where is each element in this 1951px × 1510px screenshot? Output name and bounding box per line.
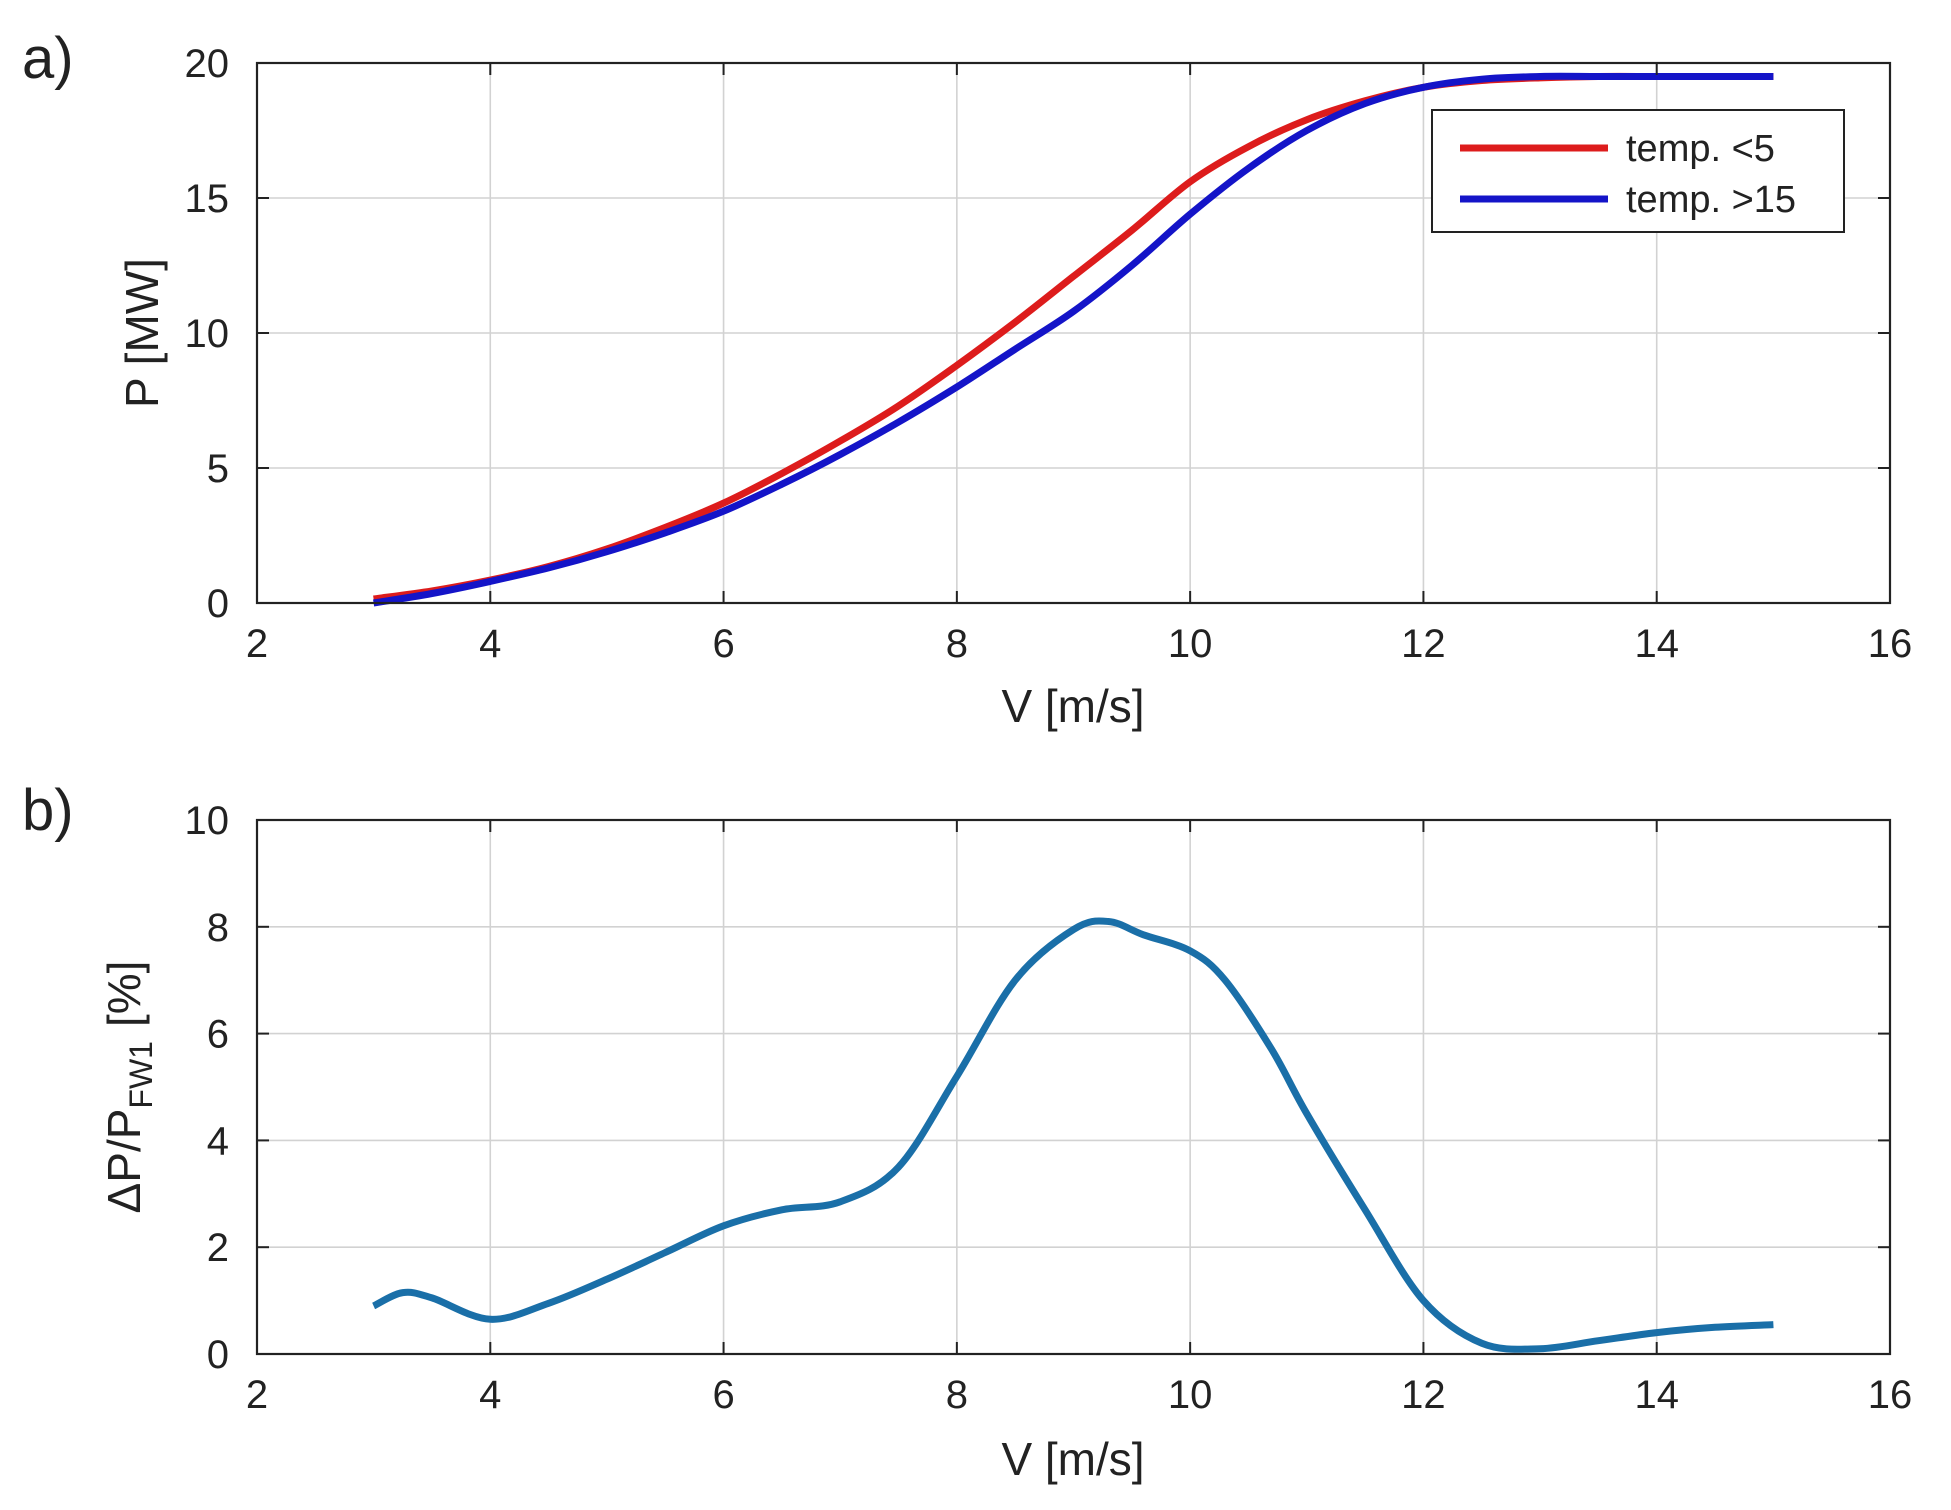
y-axis-label-b-subscript: FW1 [123, 1041, 159, 1109]
y-tick-label: 10 [185, 312, 230, 356]
y-tick-label: 5 [207, 447, 229, 491]
y-axis-label-b-unit: [%] [98, 961, 150, 1027]
y-tick-label: 10 [185, 799, 230, 843]
y-tick-label: 6 [207, 1013, 229, 1057]
legend-label-warm: temp. >15 [1626, 179, 1796, 221]
x-tick-label: 12 [1401, 1373, 1446, 1417]
x-tick-label: 4 [479, 622, 501, 666]
legend-label-cold: temp. <5 [1626, 128, 1775, 170]
y-tick-label: 0 [207, 582, 229, 626]
y-tick-label: 4 [207, 1119, 229, 1163]
x-tick-label: 12 [1401, 622, 1446, 666]
x-tick-label: 14 [1634, 1373, 1679, 1417]
lines-a [373, 72, 1774, 607]
series-line-b-0 [372, 917, 1774, 1353]
x-tick-label: 6 [712, 622, 734, 666]
x-tick-label: 16 [1868, 622, 1913, 666]
x-tick-label: 4 [479, 1373, 501, 1417]
x-tick-label: 10 [1168, 622, 1213, 666]
y-axis-label-b: ΔP/PFW1 [%] [98, 961, 159, 1214]
x-tick-label: 10 [1168, 1373, 1213, 1417]
x-tick-label: 6 [712, 1373, 734, 1417]
x-tick-label: 8 [946, 622, 968, 666]
x-tick-label: 2 [246, 1373, 268, 1417]
y-tick-label: 2 [207, 1226, 229, 1270]
lines-b [372, 917, 1774, 1353]
x-tick-label: 14 [1634, 622, 1679, 666]
series-line-a-1 [373, 72, 1774, 607]
y-axis-label-a: P [MW] [116, 258, 168, 408]
x-tick-label: 2 [246, 622, 268, 666]
panel-b-label: b) [22, 778, 74, 843]
panel-a-label: a) [22, 26, 74, 91]
axes-frame-b [255, 818, 1892, 1356]
x-tick-label: 8 [946, 1373, 968, 1417]
y-tick-label: 20 [185, 42, 230, 86]
x-axis-label-a: V [m/s] [1001, 680, 1144, 732]
legend-box [1431, 109, 1845, 233]
x-tick-label: 16 [1868, 1373, 1913, 1417]
x-axis-label-b: V [m/s] [1001, 1433, 1144, 1485]
grid-b [257, 820, 1890, 1354]
y-tick-label: 15 [185, 177, 230, 221]
y-tick-label: 8 [207, 906, 229, 950]
y-tick-label: 0 [207, 1333, 229, 1377]
legend: temp. <5 temp. >15 [1431, 109, 1845, 233]
ticks-a: 2 4 6 8 10 12 14 16 0 5 10 15 20 [185, 42, 1913, 666]
y-axis-label-b-main: ΔP/P [98, 1109, 150, 1214]
panel-a: a) 2 4 6 8 10 12 14 16 0 5 10 15 20 V [m/s] P [MW] t… [22, 26, 1912, 732]
